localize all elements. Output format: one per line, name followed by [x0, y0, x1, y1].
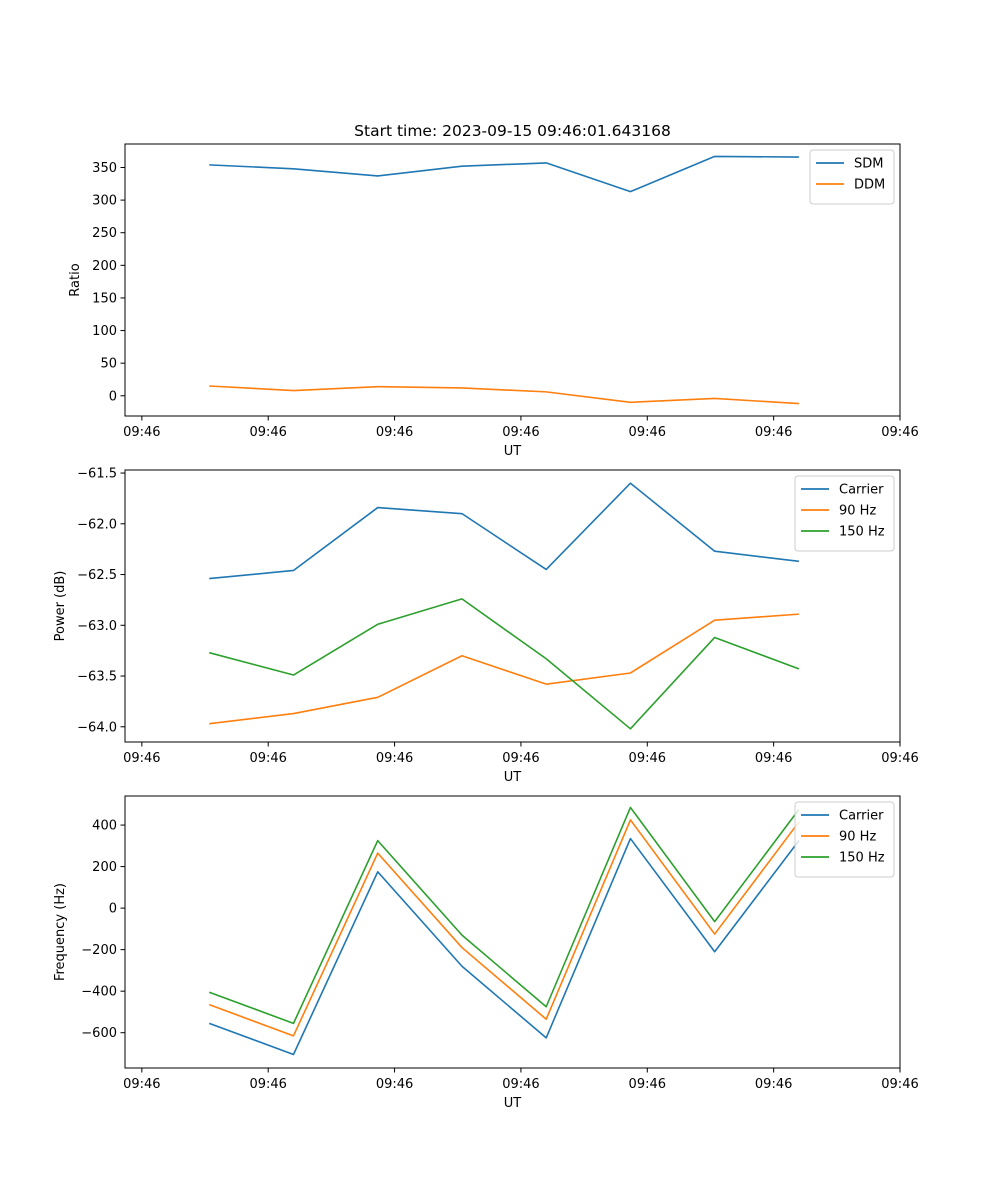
y-axis-label: Power (dB): [53, 571, 68, 642]
y-tick-label: 400: [92, 819, 117, 834]
y-tick-label: 200: [92, 259, 117, 274]
series-line-carrier: [209, 482, 800, 580]
x-axis-label: UT: [504, 1096, 522, 1111]
legend-label: DDM: [854, 178, 885, 193]
x-tick-label: 09:46: [755, 751, 792, 766]
legend-box: [794, 475, 895, 552]
plot-frame: [124, 143, 901, 417]
x-tick-label: 09:46: [502, 425, 539, 440]
x-tick-label: 09:46: [629, 425, 666, 440]
legend-label: SDM: [854, 157, 883, 172]
legend-label: 150 Hz: [839, 851, 885, 866]
x-tick-label: 09:46: [249, 425, 286, 440]
y-tick-label: 0: [109, 902, 117, 917]
x-tick-label: 09:46: [123, 425, 160, 440]
x-tick-label: 09:46: [376, 1077, 413, 1092]
x-tick-label: 09:46: [629, 1077, 666, 1092]
series-line-carrier: [208, 837, 800, 1056]
x-tick-label: 09:46: [123, 1077, 160, 1092]
legend-box: [794, 801, 895, 878]
x-tick-label: 09:46: [881, 425, 918, 440]
x-tick-label: 09:46: [881, 1077, 918, 1092]
x-tick-label: 09:46: [376, 425, 413, 440]
legend-label: Carrier: [839, 809, 884, 824]
series-line-90-hz: [208, 819, 800, 1037]
x-tick-label: 09:46: [502, 1077, 539, 1092]
x-tick-label: 09:46: [249, 751, 286, 766]
y-tick-label: −62.5: [77, 568, 117, 583]
plot-frame: [124, 795, 901, 1069]
y-axis-label: Ratio: [68, 263, 83, 296]
y-tick-label: −62.0: [77, 517, 117, 532]
legend-label: 150 Hz: [839, 525, 885, 540]
plot-frame: [124, 469, 901, 743]
y-tick-label: 250: [92, 226, 117, 241]
y-tick-label: 100: [92, 324, 117, 339]
y-tick-label: 200: [92, 860, 117, 875]
series-line-ddm: [209, 385, 799, 405]
y-tick-label: 150: [92, 291, 117, 306]
y-tick-label: −200: [81, 943, 117, 958]
legend-label: 90 Hz: [839, 504, 876, 519]
chart-1: Start time: 2023-09-15 09:46:01.643168 09…: [68, 122, 919, 459]
y-tick-label: −600: [81, 1026, 117, 1041]
series-line-sdm: [209, 155, 799, 193]
x-tick-label: 09:46: [881, 751, 918, 766]
chart-2: 09:46 09:46 09:46 09:46 09:46 09:46 09:46 −64.0…: [53, 467, 919, 785]
y-tick-label: 50: [100, 357, 117, 372]
chart-3: 09:46 09:46 09:46 09:46 09:46 09:46 09:46 −600 −…: [53, 795, 919, 1111]
y-tick-label: −63.5: [77, 670, 117, 685]
series-line-150-hz: [209, 598, 800, 730]
x-tick-label: 09:46: [123, 751, 160, 766]
y-tick-label: 0: [109, 389, 117, 404]
x-tick-label: 09:46: [249, 1077, 286, 1092]
y-axis-label: Frequency (Hz): [53, 883, 68, 981]
y-tick-label: 350: [92, 161, 117, 176]
y-tick-label: −64.0: [77, 720, 117, 735]
x-tick-label: 09:46: [755, 425, 792, 440]
chart-title: Start time: 2023-09-15 09:46:01.643168: [354, 122, 671, 140]
legend-label: 90 Hz: [839, 830, 876, 845]
legend-label: Carrier: [839, 483, 884, 498]
x-tick-label: 09:46: [376, 751, 413, 766]
x-tick-label: 09:46: [502, 751, 539, 766]
y-tick-label: −61.5: [77, 467, 117, 482]
series-line-90-hz: [209, 613, 799, 725]
x-tick-label: 09:46: [629, 751, 666, 766]
series-line-150-hz: [208, 806, 800, 1025]
y-tick-label: −400: [81, 985, 117, 1000]
y-tick-label: 300: [92, 194, 117, 209]
x-tick-label: 09:46: [755, 1077, 792, 1092]
x-axis-label: UT: [504, 444, 522, 459]
x-axis-label: UT: [504, 770, 522, 785]
y-tick-label: −63.0: [77, 619, 117, 634]
